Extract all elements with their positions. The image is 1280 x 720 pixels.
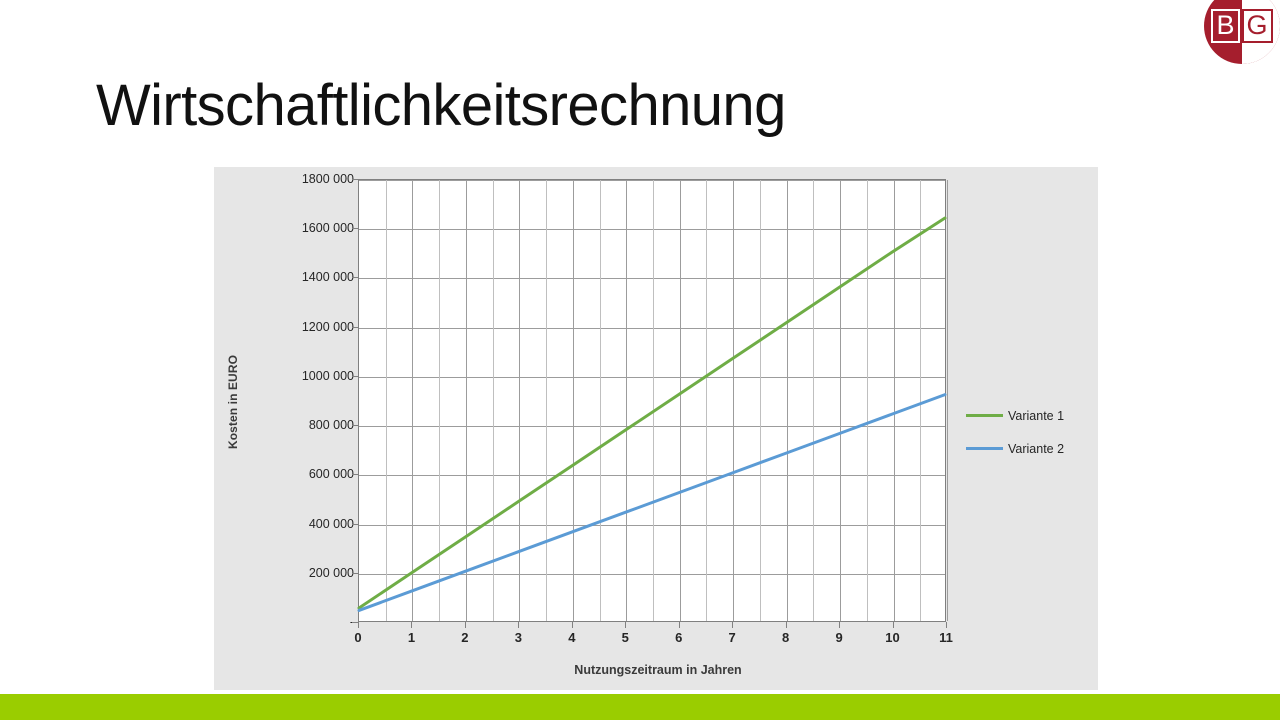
bg-logo: B G [1204, 0, 1280, 64]
gridline-vertical-major [572, 180, 574, 621]
y-axis-tick-label: 1400 000 [301, 270, 354, 285]
y-axis-title: Kosten in EURO [226, 354, 240, 450]
y-axis-tick-label: 1000 000 [301, 368, 354, 383]
gridline-vertical-minor [492, 180, 494, 621]
y-axis-tick-mark [352, 622, 358, 623]
y-axis-tick-mark [352, 277, 358, 279]
gridline-vertical-minor [813, 180, 815, 621]
gridline-vertical-major [893, 180, 895, 621]
x-axis-tick-label: 1 [407, 630, 416, 645]
x-axis-tick-mark [732, 622, 734, 628]
legend-label: Variante 1 [1008, 408, 1065, 423]
x-axis-tick-label: 5 [621, 630, 629, 645]
gridline-horizontal [359, 278, 945, 280]
gridline-vertical-minor [920, 180, 922, 621]
y-axis-tick-label: 200 000 [308, 565, 354, 580]
gridline-horizontal [359, 376, 945, 378]
legend-swatch [966, 414, 1003, 417]
x-axis-tick-mark [678, 622, 680, 628]
gridline-vertical-minor [546, 180, 548, 621]
x-axis-title: Nutzungszeitraum in Jahren [574, 663, 742, 677]
gridline-vertical-major [786, 180, 788, 621]
logo-letter-b: B [1211, 9, 1240, 43]
y-axis-tick-mark [352, 326, 358, 328]
x-axis-tick-label: 2 [461, 630, 469, 645]
x-axis-tick-mark [839, 622, 841, 628]
y-axis-tick-mark [352, 474, 358, 476]
gridline-horizontal [359, 327, 945, 329]
y-axis-tick-mark [352, 375, 358, 377]
chart-container: Kosten in EURO Nutzungszeitraum in Jahre… [214, 167, 1098, 690]
x-axis-tick-label: 8 [782, 630, 790, 645]
x-axis-tick-label: 7 [728, 630, 736, 645]
y-axis-tick-label: 600 000 [308, 467, 354, 482]
gridline-vertical-major [733, 180, 735, 621]
gridline-vertical-minor [653, 180, 654, 621]
x-axis-tick-label: 6 [675, 630, 683, 645]
gridline-horizontal [359, 475, 945, 477]
gridline-vertical-minor [866, 180, 868, 621]
plot-area [357, 179, 948, 622]
legend-label: Variante 2 [1008, 441, 1065, 456]
y-axis-tick-label: 1200 000 [301, 319, 354, 334]
gridline-vertical-minor [439, 180, 441, 621]
gridline-vertical-major [465, 180, 467, 621]
y-axis-tick-label: 800 000 [308, 418, 354, 433]
series-line [357, 216, 947, 610]
y-axis-tick-label: - [224, 615, 354, 629]
y-axis-tick-label: 1800 000 [301, 172, 354, 186]
gridline-vertical-minor [706, 180, 708, 621]
x-axis-tick-mark [358, 622, 359, 628]
gridline-vertical-major [626, 180, 628, 621]
chart-legend: Variante 1 Variante 2 [966, 399, 1096, 465]
gridline-horizontal [359, 229, 945, 231]
y-axis-tick-mark [352, 425, 358, 427]
gridline-vertical-major [412, 180, 414, 621]
x-axis-tick-mark [946, 622, 947, 628]
x-axis-tick-mark [518, 622, 520, 628]
y-axis-tick-mark [352, 572, 358, 574]
page-title: Wirtschaftlichkeitsrechnung [96, 73, 786, 138]
legend-swatch [966, 447, 1003, 450]
legend-item: Variante 2 [966, 432, 1096, 465]
x-axis-tick-mark [411, 622, 413, 628]
x-axis-tick-mark [571, 622, 573, 628]
x-axis-tick-label: 10 [885, 630, 900, 645]
gridline-horizontal [359, 524, 945, 526]
series-lines [357, 216, 947, 612]
y-axis-tick-label: 400 000 [308, 516, 354, 531]
x-axis-tick-mark [892, 622, 894, 628]
x-axis-tick-label: 3 [514, 630, 522, 645]
gridline-horizontal [359, 426, 945, 428]
logo-letter-g: G [1241, 9, 1273, 43]
x-axis-tick-label: 4 [568, 630, 576, 645]
y-axis-tick-label: 1600 000 [301, 221, 354, 236]
gridline-vertical-major [947, 180, 948, 621]
gridline-horizontal [359, 573, 945, 575]
series-line [357, 393, 947, 612]
gridline-vertical-major [679, 180, 681, 621]
gridline-horizontal [359, 180, 945, 181]
gridline-vertical-minor [385, 180, 387, 621]
x-axis-tick-mark [785, 622, 787, 628]
gridline-vertical-minor [759, 180, 761, 621]
y-axis-tick-mark [352, 228, 358, 230]
bottom-accent-bar [0, 694, 1280, 720]
x-axis-tick-mark [625, 622, 627, 628]
x-axis-tick-mark [464, 622, 466, 628]
y-axis-tick-mark [352, 523, 358, 525]
legend-item: Variante 1 [966, 399, 1096, 432]
gridline-vertical-major [519, 180, 521, 621]
x-axis-tick-label: 11 [939, 630, 953, 645]
y-axis-tick-mark [352, 179, 358, 180]
logo-letters: B G [1204, 0, 1280, 64]
x-axis-tick-label: 9 [835, 630, 843, 645]
gridline-vertical-minor [599, 180, 601, 621]
x-axis-tick-label: 0 [354, 630, 362, 645]
gridline-vertical-major [840, 180, 842, 621]
